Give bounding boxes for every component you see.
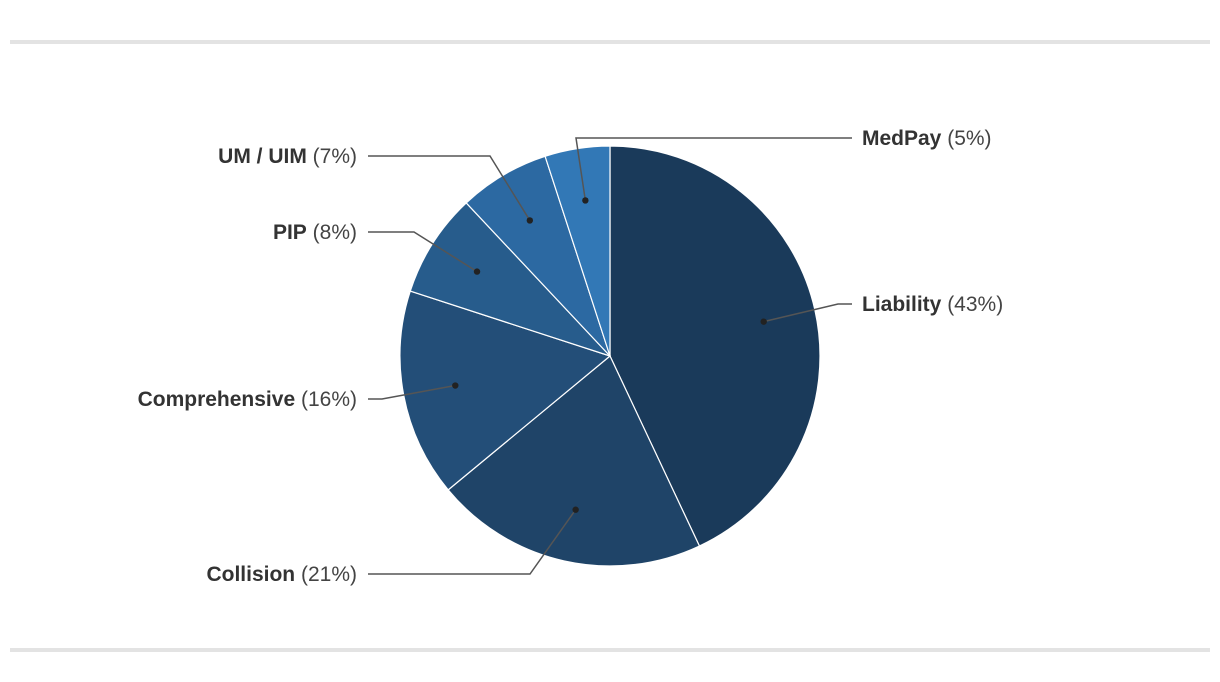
slice-label-name: PIP (273, 221, 307, 244)
leader-line (368, 155, 531, 221)
pie-slices (399, 145, 821, 567)
slice-label-percent: (5%) (941, 127, 991, 150)
leader-dot (473, 268, 481, 275)
slice-label: UM / UIM (7%) (218, 145, 357, 168)
slice-label: MedPay (5%) (862, 127, 992, 150)
leader-line (368, 384, 456, 400)
leader-dot (760, 318, 767, 325)
slice-label-name: Comprehensive (138, 388, 296, 411)
leader-line (368, 509, 577, 575)
bottom-divider (10, 648, 1210, 652)
leader-dot (572, 506, 579, 513)
leader-dot (526, 217, 534, 224)
slice-label: PIP (8%) (273, 221, 357, 244)
slice-labels: Liability (43%) Collision (21%) Comprehens… (138, 127, 1004, 586)
slice-label: Liability (43%) (862, 293, 1003, 316)
leader-lines (368, 137, 852, 575)
top-divider (10, 40, 1210, 44)
slice-label-name: UM / UIM (218, 145, 307, 168)
slice-label-percent: (16%) (295, 388, 357, 411)
slice-label-percent: (7%) (307, 145, 357, 168)
slice-label-percent: (8%) (307, 221, 357, 244)
leader-line (575, 137, 852, 201)
leader-line (763, 303, 852, 323)
slice-label-percent: (21%) (295, 563, 357, 586)
leader-dot (582, 197, 589, 204)
slice-label: Comprehensive (16%) (138, 388, 357, 411)
leader-dot (452, 382, 459, 389)
slice-label-name: MedPay (862, 127, 942, 150)
slice-label-percent: (43%) (941, 293, 1003, 316)
slice-label-name: Liability (862, 293, 942, 316)
slice-label-name: Collision (206, 563, 295, 586)
pie-slice-collision (447, 355, 701, 567)
leader-line (368, 231, 478, 273)
slice-label: Collision (21%) (206, 563, 357, 586)
